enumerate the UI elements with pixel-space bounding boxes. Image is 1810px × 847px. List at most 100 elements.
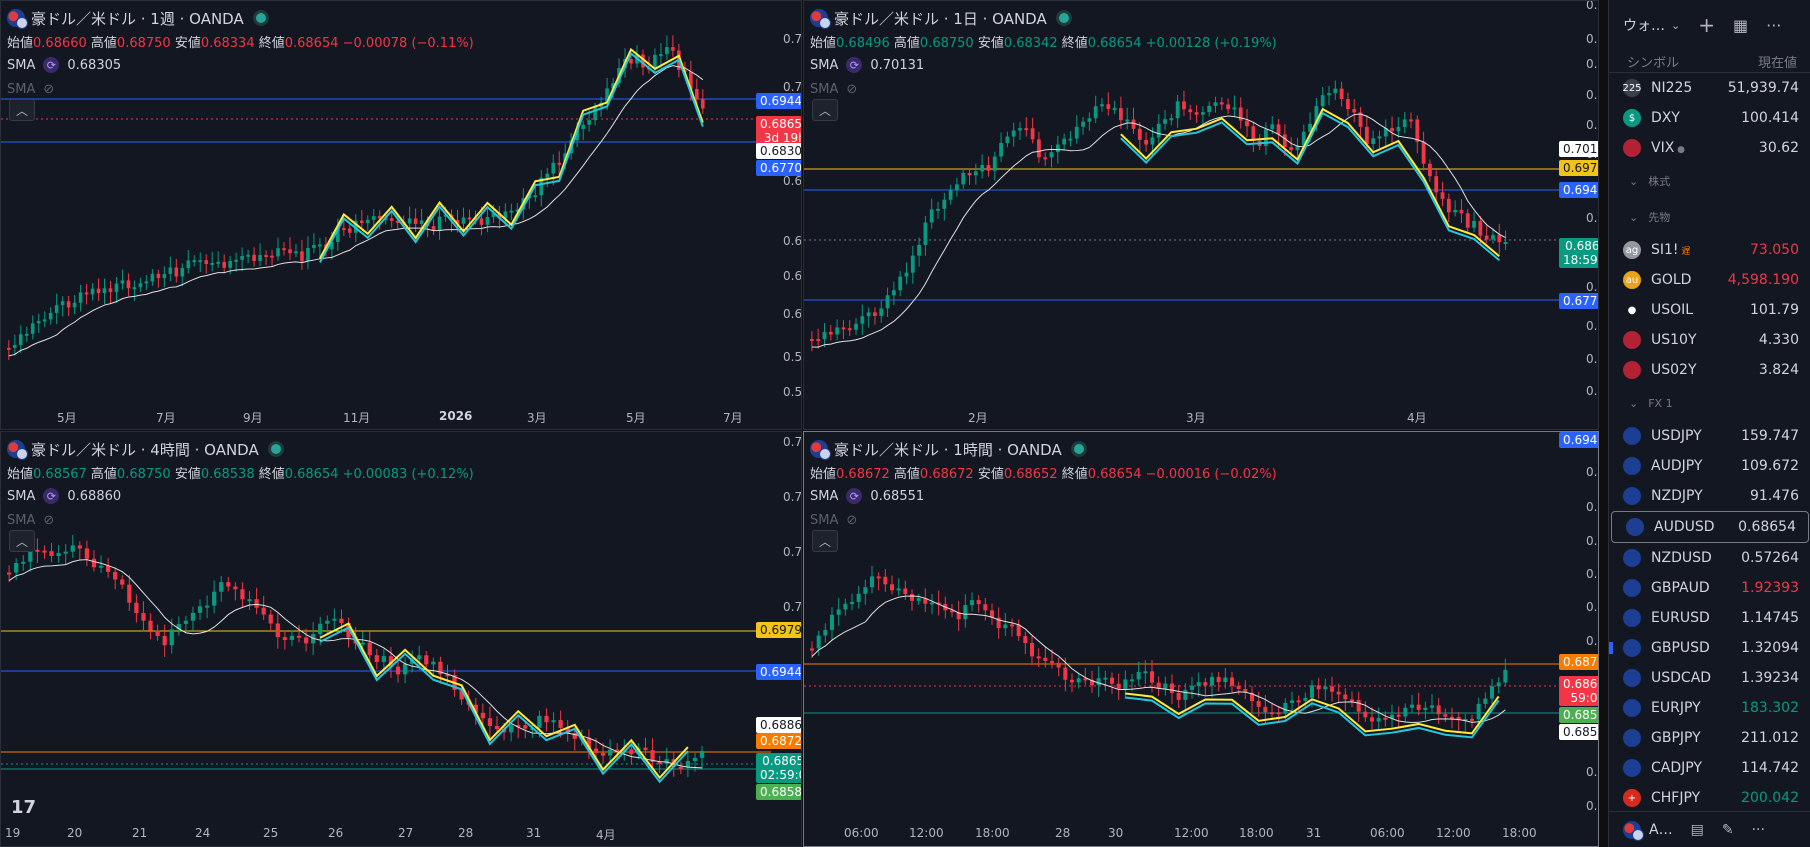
watchlist-title[interactable]: ウォ… bbox=[1623, 18, 1665, 34]
indicator-settings-icon[interactable]: ⟳ bbox=[43, 488, 60, 504]
watchlist-row-gbpaud[interactable]: GBPAUD 1.92393 bbox=[1609, 573, 1810, 603]
price-label-blue[interactable]: 0.67705 bbox=[1559, 293, 1598, 309]
zigzag-line[interactable] bbox=[1120, 111, 1500, 262]
zigzag-line[interactable] bbox=[319, 51, 704, 263]
price-label-green2[interactable]: 0.68584 bbox=[1559, 707, 1598, 723]
chart-pane-weekly[interactable]: 0.720000.700000.680000.660000.640000.625… bbox=[0, 0, 802, 430]
zigzag-line[interactable] bbox=[1125, 692, 1500, 735]
collapse-legend-button[interactable]: ︿ bbox=[9, 530, 35, 552]
symbol-title[interactable]: 豪ドル／米ドル · 1週 · OANDA bbox=[31, 9, 244, 28]
watchlist-row-vix[interactable]: VIX ● 30.62 bbox=[1609, 133, 1810, 163]
collapse-legend-button[interactable]: ︿ bbox=[812, 530, 838, 552]
indicator-settings-icon[interactable]: ⟳ bbox=[846, 57, 863, 73]
collapse-legend-button[interactable]: ︿ bbox=[9, 99, 35, 121]
col-symbol[interactable]: シンボル bbox=[1627, 55, 1680, 71]
add-symbol-icon[interactable]: + bbox=[1698, 13, 1715, 37]
indicator-sma-2[interactable]: SMA ⊘ bbox=[7, 511, 474, 529]
indicator-sma-2[interactable]: SMA ⊘ bbox=[810, 511, 1277, 529]
eye-hidden-icon[interactable]: ⊘ bbox=[846, 512, 858, 528]
watchlist-row-eurusd[interactable]: EURUSD 1.14745 bbox=[1609, 603, 1810, 633]
watchlist-row-usdcad[interactable]: USDCAD 1.39234 bbox=[1609, 663, 1810, 693]
symbol-title-row[interactable]: 豪ドル／米ドル · 4時間 · OANDA bbox=[7, 438, 474, 460]
chevron-down-icon[interactable]: ⌄ bbox=[1629, 396, 1639, 410]
price-label-orange[interactable]: 0.68728 bbox=[1559, 654, 1598, 670]
symbol-title-row[interactable]: 豪ドル／米ドル · 1週 · OANDA bbox=[7, 7, 474, 29]
collapse-legend-button[interactable]: ︿ bbox=[812, 99, 838, 121]
sma-line[interactable] bbox=[8, 65, 704, 357]
chart-pane-4h[interactable]: 0.71500 0.71000 0.70500 0.70000 19 20 21 24 25 26… bbox=[0, 431, 802, 847]
price-label-blue[interactable]: 0.69444 bbox=[756, 93, 801, 109]
chart-pane-1h[interactable]: 0.69300 0.69200 0.69100 0.69000 0.68900 0.688… bbox=[803, 431, 1599, 847]
symbol-title[interactable]: 豪ドル／米ドル · 4時間 · OANDA bbox=[31, 440, 259, 459]
watchlist-row-cadjpy[interactable]: CADJPY 114.742 bbox=[1609, 753, 1810, 783]
watchlist-row-ni225[interactable]: 225 NI225 51,939.74 bbox=[1609, 73, 1810, 103]
bottom-symbol[interactable]: A… bbox=[1649, 821, 1673, 838]
watchlist-row-eurjpy[interactable]: EURJPY 183.302 bbox=[1609, 693, 1810, 723]
indicator-settings-icon[interactable]: ⟳ bbox=[846, 488, 863, 504]
price-label-green[interactable]: 0.6865402:59:05 bbox=[756, 753, 801, 783]
sma-line[interactable] bbox=[8, 559, 703, 769]
watchlist-row-gbpjpy[interactable]: GBPJPY 211.012 bbox=[1609, 723, 1810, 753]
watchlist-row-chfjpy[interactable]: + CHFJPY 200.042 bbox=[1609, 783, 1810, 813]
price-label-white[interactable]: 0.68305 bbox=[756, 143, 801, 159]
grid-icon[interactable]: ▤ bbox=[1690, 821, 1704, 838]
watchlist-row-gold[interactable]: au GOLD 4,598.190 bbox=[1609, 265, 1810, 295]
watchlist-row-nzdusd[interactable]: NZDUSD 0.57264 bbox=[1609, 543, 1810, 573]
watchlist-row-us02y[interactable]: US02Y 3.824 bbox=[1609, 355, 1810, 385]
indicator-sma-1[interactable]: SMA ⟳ 0.68305 bbox=[7, 56, 474, 74]
watchlist-row-audjpy[interactable]: AUDJPY 109.672 bbox=[1609, 451, 1810, 481]
chevron-down-icon[interactable]: ⌄ bbox=[1671, 18, 1681, 32]
symbol-title-row[interactable]: 豪ドル／米ドル · 1日 · OANDA bbox=[810, 7, 1277, 29]
indicator-sma-1[interactable]: SMA ⟳ 0.70131 bbox=[810, 56, 1277, 74]
zigzag-line[interactable] bbox=[319, 626, 689, 784]
zigzag-line[interactable] bbox=[1120, 107, 1500, 258]
zigzag-line[interactable] bbox=[319, 47, 704, 259]
watchlist-row-usoil[interactable]: ● USOIL 101.79 bbox=[1609, 295, 1810, 325]
watchlist-section-header[interactable]: ⌄ 株式 bbox=[1609, 163, 1810, 199]
watchlist-row-si1[interactable]: ag SI1! 遅 73.050 bbox=[1609, 235, 1810, 265]
indicator-sma-2[interactable]: SMA ⊘ bbox=[810, 80, 1277, 98]
price-label-blue[interactable]: 0.69444 bbox=[1559, 182, 1598, 198]
watchlist-section-header[interactable]: ⌄ FX 1 bbox=[1609, 385, 1810, 421]
eye-hidden-icon[interactable]: ⊘ bbox=[846, 81, 858, 97]
watchlist-row-gbpusd[interactable]: GBPUSD 1.32094 bbox=[1609, 633, 1810, 663]
indicator-settings-icon[interactable]: ⟳ bbox=[43, 57, 60, 73]
price-label-yellow[interactable]: 0.69798 bbox=[756, 622, 801, 638]
col-price[interactable]: 現在値 bbox=[1757, 55, 1797, 71]
price-label-blue[interactable]: 0.69444 bbox=[756, 664, 801, 680]
layout-icon[interactable]: ▦ bbox=[1732, 15, 1749, 35]
price-label-red[interactable]: 0.686543d 19h bbox=[756, 116, 801, 146]
panel-divider[interactable] bbox=[1599, 0, 1608, 847]
price-label-white[interactable]: 0.68860 bbox=[756, 717, 801, 733]
more-icon[interactable]: ··· bbox=[1766, 15, 1782, 35]
watchlist-row-audusd[interactable]: AUDUSD 0.68654 bbox=[1611, 511, 1809, 543]
price-plot[interactable] bbox=[804, 432, 1599, 847]
eye-hidden-icon[interactable]: ⊘ bbox=[43, 81, 55, 97]
price-label-green[interactable]: 0.6865418:59:05 bbox=[1559, 238, 1598, 268]
price-label-white[interactable]: 0.70131 bbox=[1559, 141, 1598, 157]
sma-line[interactable] bbox=[811, 595, 1506, 723]
indicator-sma-1[interactable]: SMA ⟳ 0.68551 bbox=[810, 487, 1277, 505]
chevron-down-icon[interactable]: ⌄ bbox=[1629, 210, 1639, 224]
sma-line[interactable] bbox=[811, 113, 1506, 348]
watchlist-row-usdjpy[interactable]: USDJPY 159.747 bbox=[1609, 421, 1810, 451]
symbol-title-row[interactable]: 豪ドル／米ドル · 1時間 · OANDA bbox=[810, 438, 1277, 460]
price-label-blue[interactable]: 0.69444 bbox=[1559, 432, 1598, 448]
price-label-blue[interactable]: 0.67705 bbox=[756, 160, 801, 176]
price-plot[interactable] bbox=[804, 1, 1599, 430]
watchlist-row-us10y[interactable]: US10Y 4.330 bbox=[1609, 325, 1810, 355]
zigzag-line[interactable] bbox=[319, 622, 689, 780]
chart-pane-daily[interactable]: 0.725000.720000.715000.710000.705000.700… bbox=[803, 0, 1599, 430]
symbol-title[interactable]: 豪ドル／米ドル · 1時間 · OANDA bbox=[834, 440, 1062, 459]
price-plot[interactable] bbox=[1, 432, 802, 847]
price-label-orange[interactable]: 0.68728 bbox=[756, 733, 801, 749]
price-label-green2[interactable]: 0.68584 bbox=[756, 784, 801, 800]
symbol-title[interactable]: 豪ドル／米ドル · 1日 · OANDA bbox=[834, 9, 1047, 28]
watchlist-section-header[interactable]: ⌄ 先物 bbox=[1609, 199, 1810, 235]
watchlist-row-dxy[interactable]: $ DXY 100.414 bbox=[1609, 103, 1810, 133]
chevron-down-icon[interactable]: ⌄ bbox=[1629, 174, 1639, 188]
zigzag-line[interactable] bbox=[1125, 696, 1500, 739]
price-label-yellow[interactable]: 0.69798 bbox=[1559, 160, 1598, 176]
price-label-red[interactable]: 0.6865459:05 bbox=[1559, 676, 1598, 706]
indicator-sma-2[interactable]: SMA ⊘ bbox=[7, 80, 474, 98]
